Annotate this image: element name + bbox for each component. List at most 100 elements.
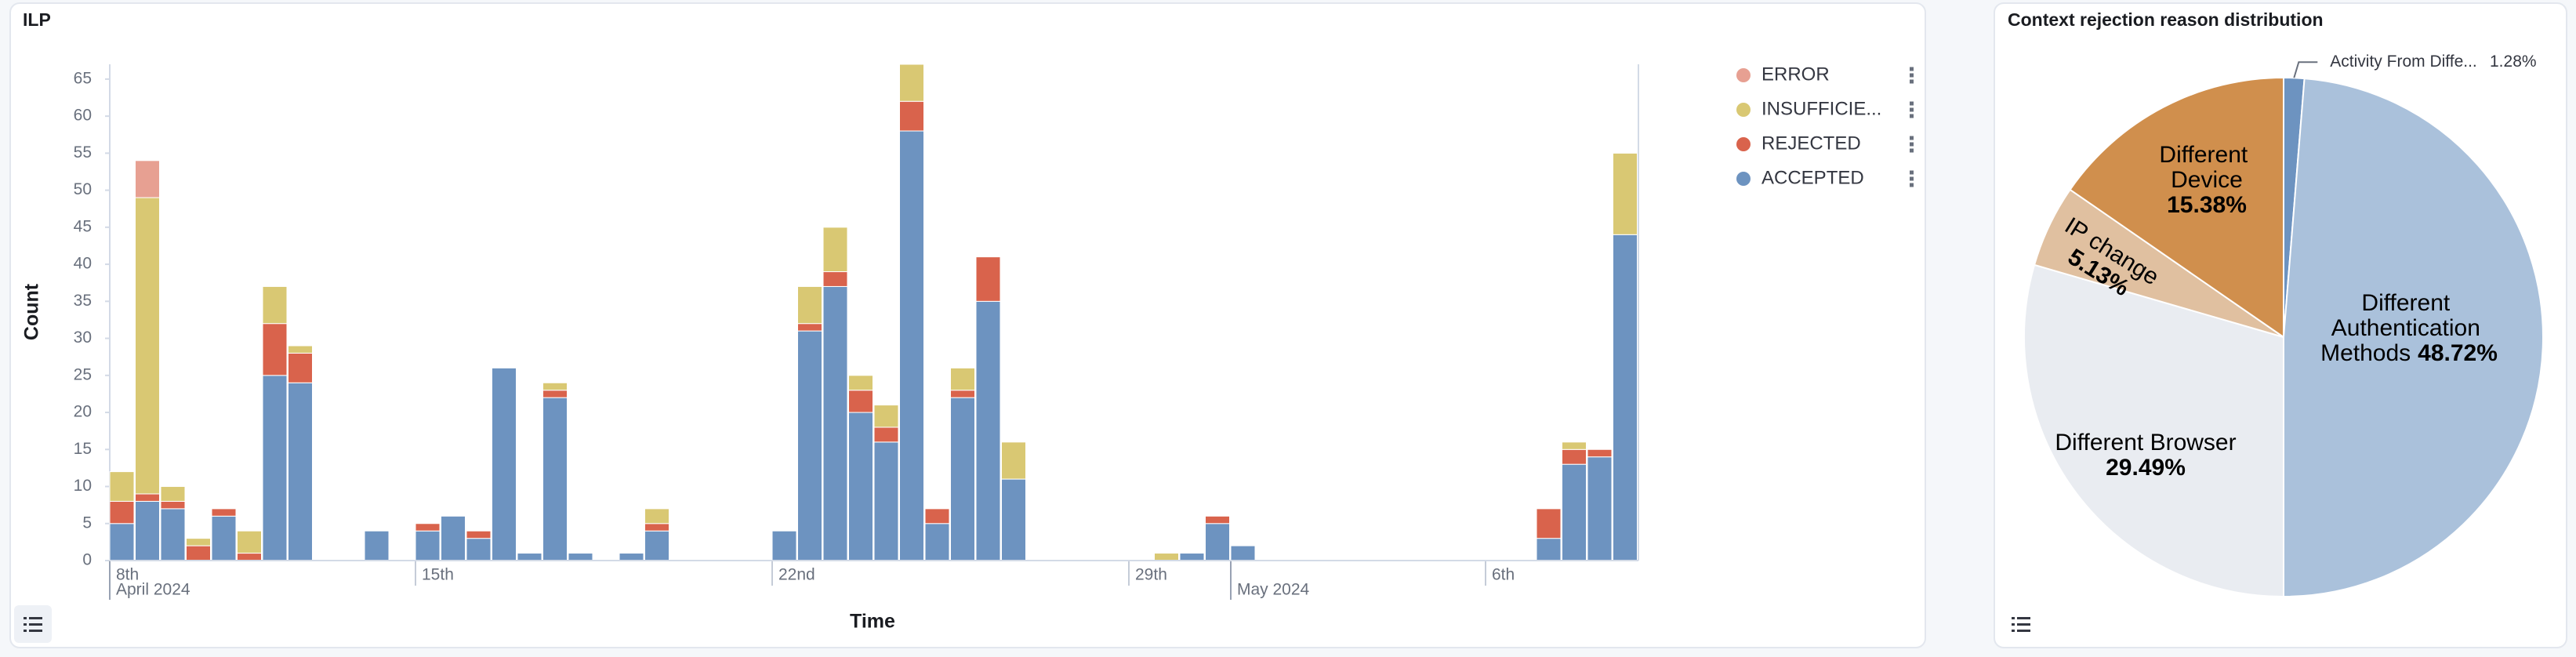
- bar-segment: [975, 300, 1001, 561]
- legend-action[interactable]: [1910, 170, 1914, 187]
- legend-button[interactable]: [2012, 617, 2030, 632]
- bar-segment: [211, 508, 237, 517]
- bar-segment: [466, 530, 492, 539]
- bar-segment: [211, 515, 237, 561]
- legend-label: ERROR: [1761, 64, 1830, 85]
- bar-segment: [160, 508, 186, 561]
- slice-label: Different Authentication Methods 48.72%: [2320, 290, 2498, 366]
- y-tick-label: 35: [74, 292, 92, 310]
- bar-segment: [262, 375, 288, 561]
- panel-title: Context rejection reason distribution: [2008, 9, 2324, 30]
- y-tick-label: 0: [82, 551, 92, 569]
- legend-label: ACCEPTED: [1761, 167, 1864, 188]
- legend-swatch: [1736, 137, 1751, 151]
- slice-name: Different Browser: [2055, 430, 2236, 456]
- bar-segment: [109, 523, 135, 561]
- bar-segment: [237, 530, 262, 554]
- legend-action[interactable]: [1910, 67, 1914, 84]
- dot: [1910, 107, 1914, 112]
- bar-segment: [135, 500, 160, 561]
- dot: [1910, 101, 1914, 106]
- bar-segment: [975, 256, 1001, 302]
- bar-segment: [288, 345, 313, 354]
- bar-segment: [924, 508, 950, 525]
- dot: [1910, 148, 1914, 153]
- bar-segment: [848, 390, 873, 413]
- legend-button[interactable]: [14, 605, 52, 643]
- y-tick-label: 15: [74, 440, 92, 458]
- bar-segment: [517, 553, 542, 561]
- bar-segment: [771, 530, 797, 561]
- x-tick-label: 22nd: [778, 566, 815, 584]
- pie-slice: [2069, 76, 2284, 339]
- slice-value: 29.49%: [2106, 455, 2186, 481]
- y-tick-label: 40: [74, 255, 92, 273]
- bar-segment: [924, 523, 950, 561]
- bar-segment: [466, 538, 492, 561]
- slice-name: Different Authentication Methods: [2320, 290, 2487, 366]
- bar-segment: [1536, 508, 1562, 539]
- bar-segment: [542, 382, 568, 391]
- bar-segment: [1536, 538, 1562, 561]
- y-tick-label: 65: [74, 69, 92, 87]
- y-axis-title: Count: [21, 283, 43, 340]
- dot: [1910, 170, 1914, 175]
- bar-segment: [186, 545, 211, 561]
- dot: [1910, 176, 1914, 181]
- bar-segment: [848, 412, 873, 561]
- callout-label: Activity From Diffe...: [2330, 53, 2476, 71]
- panel: [9, 2, 1926, 648]
- y-tick-label: 45: [74, 217, 92, 235]
- x-major-tick-label: May 2024: [1237, 581, 1310, 599]
- callout-line: [2293, 61, 2318, 78]
- y-tick-label: 20: [74, 403, 92, 421]
- bar-segment: [135, 197, 160, 495]
- dot: [1910, 73, 1914, 78]
- bar-segment: [1587, 456, 1613, 561]
- legend-action[interactable]: [1910, 101, 1914, 118]
- bar-segment: [950, 397, 975, 561]
- y-tick-label: 30: [74, 328, 92, 347]
- slice-name: Different Device: [2159, 142, 2254, 193]
- bar-segment: [1154, 553, 1179, 561]
- bar-segment: [288, 382, 313, 561]
- bar-segment: [873, 441, 899, 561]
- dot: [1910, 67, 1914, 71]
- legend-label: INSUFFICIE...: [1761, 98, 1881, 119]
- y-tick-label: 5: [82, 514, 92, 532]
- bar-segment: [899, 100, 924, 132]
- bar-segment: [1562, 441, 1587, 450]
- legend-swatch: [1736, 172, 1751, 186]
- callout-value: 1.28%: [2490, 53, 2537, 71]
- y-tick-label: 10: [74, 477, 92, 495]
- dot: [1910, 183, 1914, 187]
- y-tick-label: 60: [74, 107, 92, 125]
- bar-segment: [1230, 545, 1256, 561]
- legend-action[interactable]: [1910, 136, 1914, 153]
- bar-segment: [364, 530, 390, 561]
- pie-slice: [2023, 263, 2284, 598]
- panel-title: ILP: [23, 9, 51, 30]
- bar-segment: [1587, 448, 1613, 458]
- bar-segment: [950, 367, 975, 391]
- x-tick-label: 6th: [1492, 566, 1515, 584]
- dot: [1910, 114, 1914, 118]
- bar-segment: [135, 160, 160, 198]
- bar-segment: [262, 323, 288, 376]
- bar-segment: [542, 390, 568, 398]
- bar-segment: [237, 553, 262, 561]
- x-tick-label: 29th: [1135, 566, 1167, 584]
- bar-segment: [109, 500, 135, 525]
- dot: [1910, 142, 1914, 147]
- bar-segment: [160, 500, 186, 510]
- bar-segment: [644, 530, 669, 561]
- x-axis-title: Time: [850, 611, 895, 633]
- bar-segment: [441, 515, 466, 561]
- bar-segment: [415, 523, 441, 532]
- bar-segment: [492, 367, 517, 561]
- bar-segment: [109, 471, 135, 502]
- bar-segment: [822, 271, 848, 287]
- bar-segment: [1613, 234, 1638, 561]
- bar-segment: [950, 390, 975, 398]
